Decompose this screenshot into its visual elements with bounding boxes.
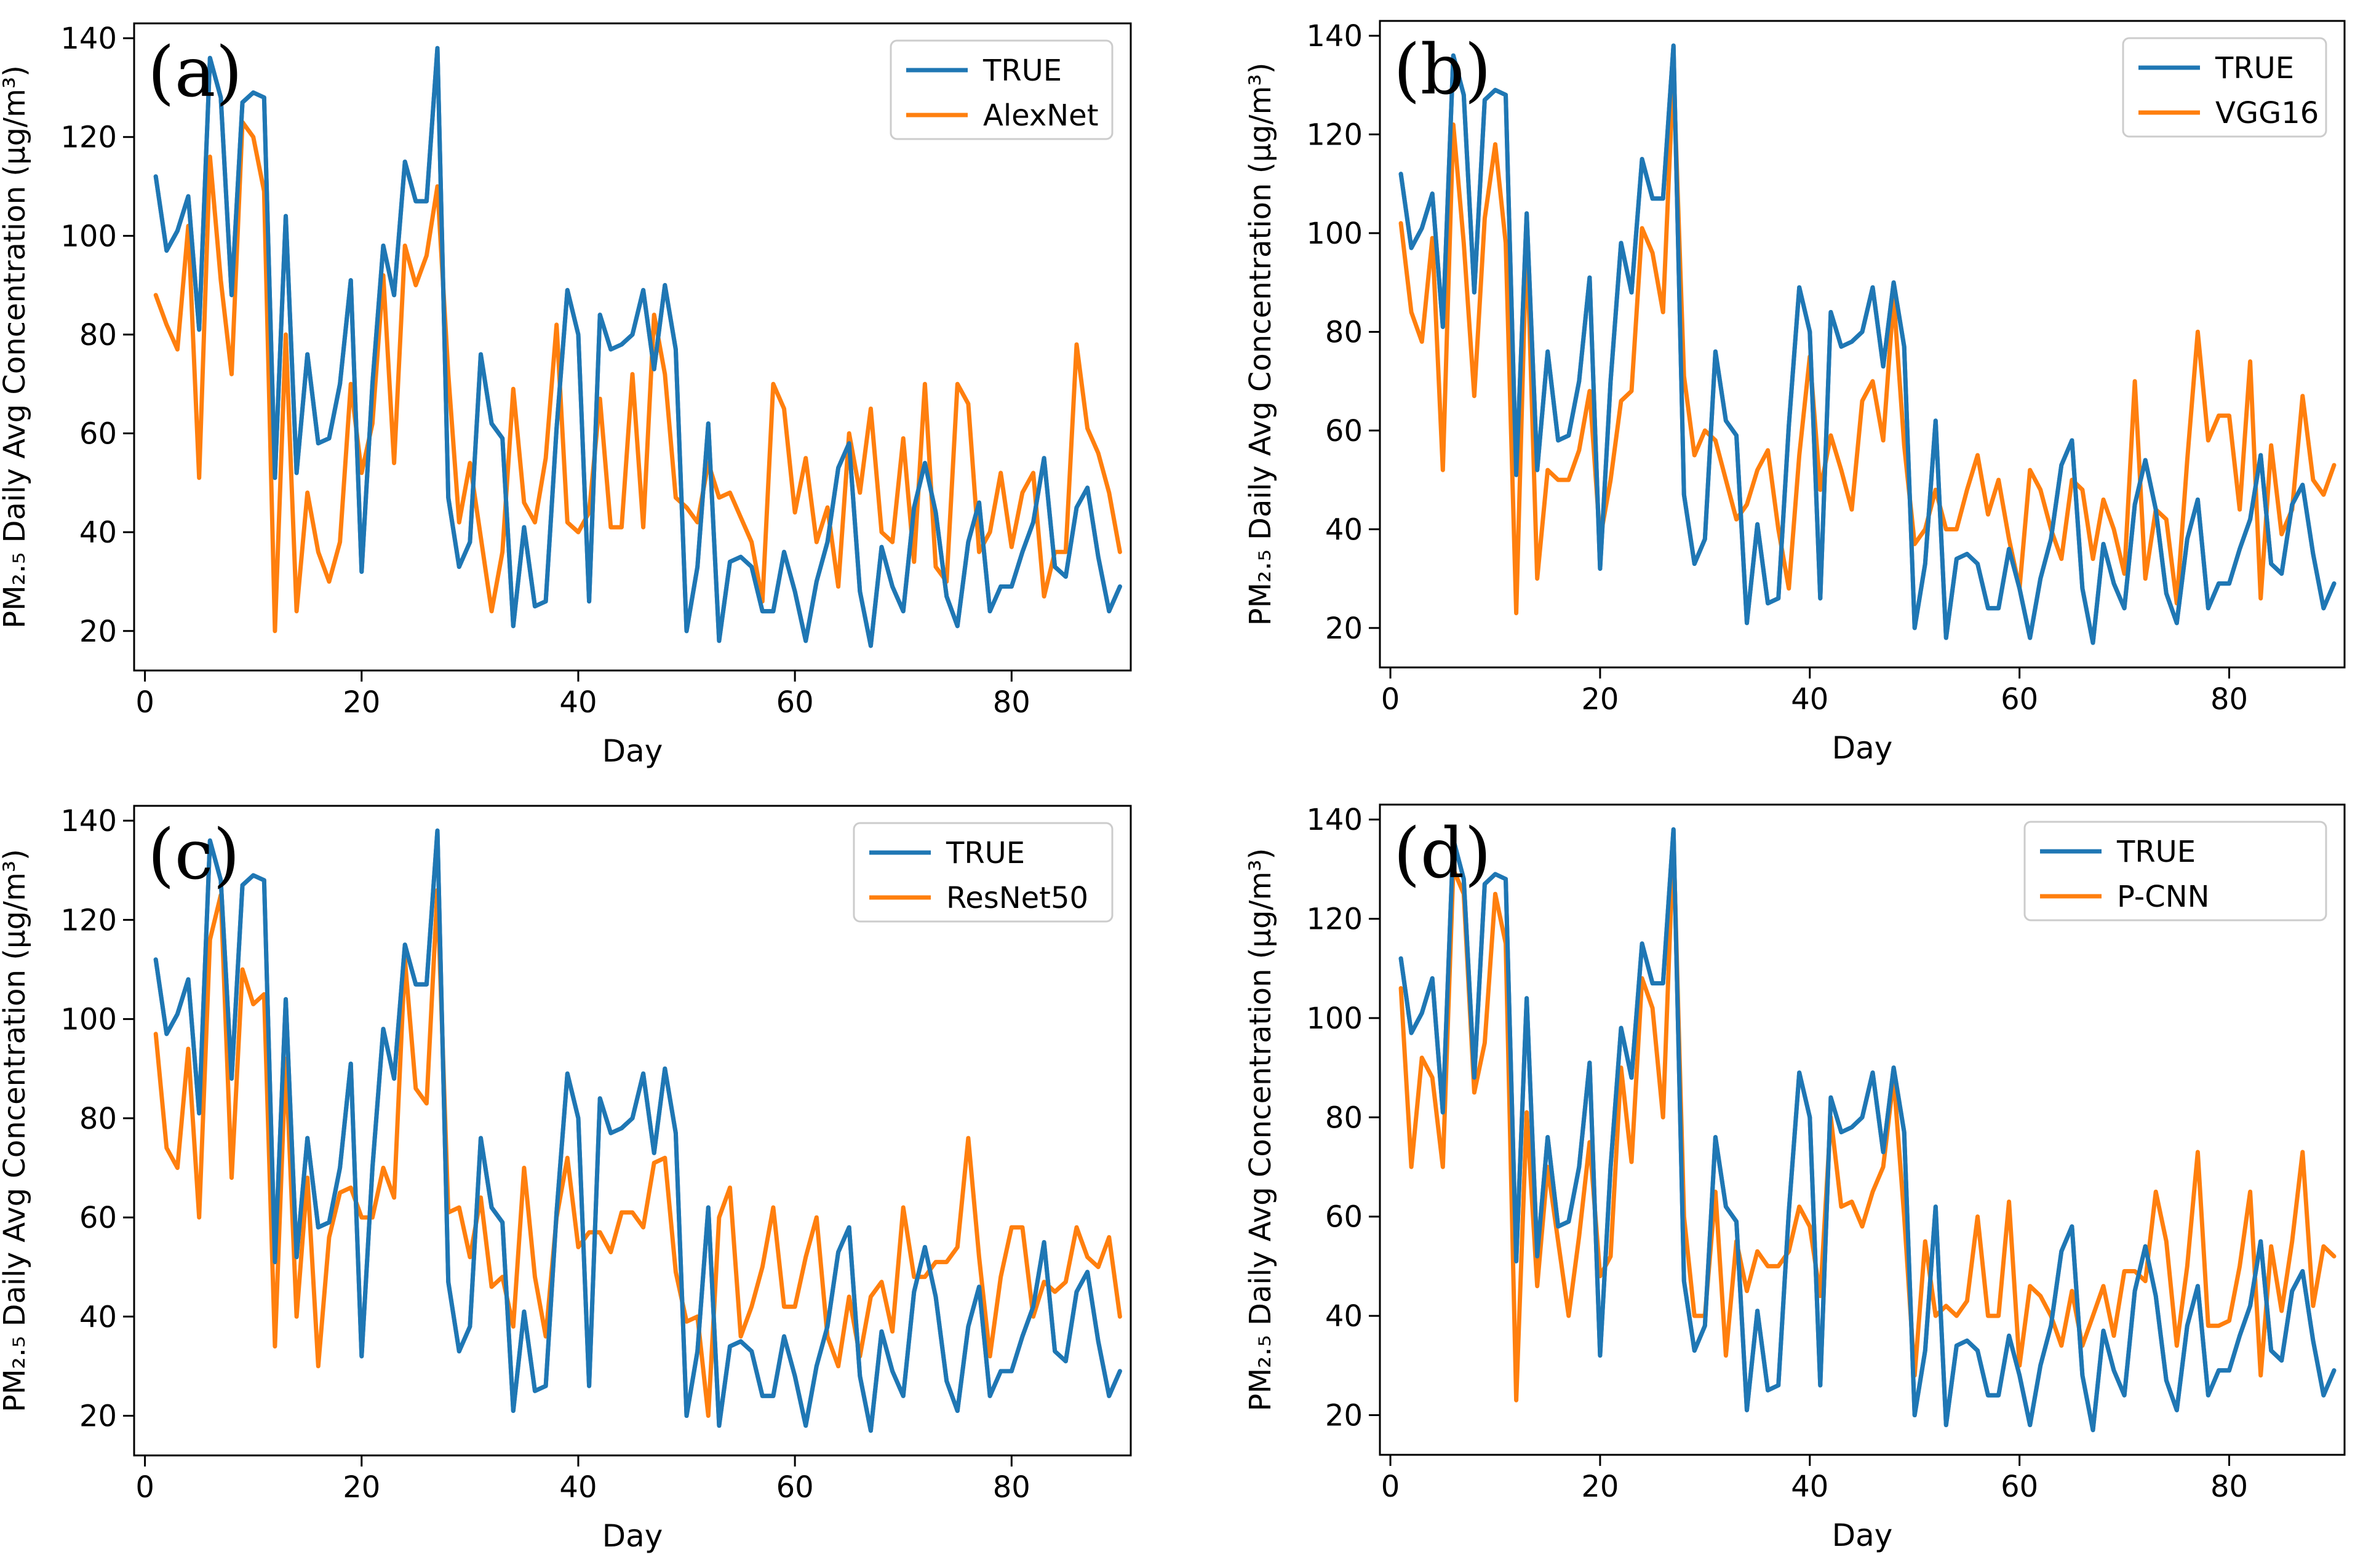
x-tick-label: 40 [559,685,597,720]
series-line-resnet50-1 [153,888,1122,1418]
x-tick-label: 0 [1381,1470,1400,1504]
x-tick-label: 0 [135,1470,154,1505]
y-tick-label: 120 [1306,118,1363,153]
y-tick-label: 80 [1325,315,1363,349]
series-line-vgg16-1 [1398,68,2337,616]
legend: TRUE AlexNet [890,39,1114,140]
x-axis-label: Day [1832,730,1893,766]
y-axis-label: PM₂.₅ Daily Avg Concentration (μg/m³) [1243,63,1278,626]
y-tick-label: 140 [1306,19,1363,54]
panel-letter: (a) [148,33,242,113]
panel-letter: (b) [1393,30,1491,110]
axes-frame [133,805,1132,1457]
y-tick-label: 80 [1325,1100,1363,1135]
x-tick-label: 60 [776,685,814,720]
y-tick-label: 20 [79,615,117,649]
y-axis-label: PM₂.₅ Daily Avg Concentration (μg/m³) [1243,848,1278,1412]
y-tick-label: 100 [60,1003,117,1037]
series-line-alexnet-1 [153,120,1122,634]
legend: TRUE ResNet50 [853,822,1114,923]
y-tick-label: 40 [79,1300,117,1334]
chart-panel-2: 0 20 40 60 80 20 40 60 80 100 120 140 Day PM₂.₅ Daily… [0,804,1132,1554]
y-axis-label: PM₂.₅ Daily Avg Concentration (μg/m³) [0,65,32,629]
series-line-p-cnn-1 [1398,837,2337,1403]
legend: TRUE P-CNN [2023,821,2327,921]
legend-label-true: TRUE [2116,835,2196,869]
series-line-true-2 [1398,43,2337,645]
chart-panel-0: 0 20 40 60 80 20 40 60 80 100 120 140 Day PM₂.₅ Daily… [0,22,1132,769]
x-tick-label: 40 [1791,1470,1828,1504]
legend-label-resnet50: ResNet50 [946,881,1088,915]
x-tick-label: 80 [2210,682,2248,717]
y-tick-label: 100 [60,219,117,253]
x-tick-label: 80 [993,685,1030,720]
x-tick-label: 80 [993,1470,1030,1505]
x-tick-label: 0 [1381,682,1400,717]
y-tick-label: 60 [1325,1200,1363,1235]
legend: TRUE VGG16 [2122,37,2327,138]
legend-label-vgg16: VGG16 [2215,96,2319,130]
legend-label-alexnet: AlexNet [983,98,1099,133]
panel-letter: (d) [1393,814,1491,894]
series-line-true-2 [1398,827,2337,1433]
x-tick-label: 20 [343,1470,380,1505]
x-axis-label: Day [602,733,663,769]
legend-label-p-cnn: P-CNN [2117,880,2210,914]
axes-frame [133,22,1132,672]
legend-label-true: TRUE [982,54,1062,88]
y-tick-label: 60 [1325,414,1363,448]
x-tick-label: 0 [135,685,154,720]
x-axis-label: Day [602,1518,663,1554]
y-tick-label: 80 [79,318,117,352]
x-tick-label: 20 [343,685,380,720]
x-tick-label: 40 [1791,682,1828,717]
axes-frame [1379,20,2346,669]
x-tick-label: 20 [1581,682,1619,717]
y-tick-label: 100 [1306,217,1363,251]
y-tick-label: 140 [60,804,117,838]
y-tick-label: 20 [79,1399,117,1434]
series-line-true-2 [153,46,1122,648]
y-tick-label: 100 [1306,1001,1363,1036]
panel-letter: (c) [148,815,240,895]
y-tick-label: 20 [1325,1398,1363,1433]
x-tick-label: 40 [559,1470,597,1505]
y-tick-label: 120 [60,903,117,937]
y-tick-label: 60 [79,1201,117,1235]
y-tick-label: 120 [1306,902,1363,937]
legend-label-true: TRUE [946,836,1025,870]
legend-label-true: TRUE [2215,51,2294,86]
chart-panel-1: 0 20 40 60 80 20 40 60 80 100 120 140 Day PM₂.₅ Daily… [1243,19,2346,766]
y-axis-label: PM₂.₅ Daily Avg Concentration (μg/m³) [0,849,32,1412]
x-tick-label: 60 [2001,682,2038,717]
y-tick-label: 40 [1325,512,1363,547]
x-tick-label: 20 [1581,1470,1619,1504]
x-tick-label: 60 [2001,1470,2038,1504]
axes-frame [1379,803,2346,1456]
y-tick-label: 20 [1325,611,1363,646]
y-tick-label: 40 [1325,1299,1363,1334]
chart-panel-3: 0 20 40 60 80 20 40 60 80 100 120 140 Day PM₂.₅ Daily… [1243,803,2346,1553]
y-tick-label: 80 [79,1102,117,1136]
y-tick-label: 120 [60,121,117,155]
x-tick-label: 80 [2210,1470,2248,1504]
y-tick-label: 140 [60,22,117,56]
series-line-true-2 [153,828,1122,1433]
y-tick-label: 60 [79,417,117,452]
y-tick-label: 140 [1306,803,1363,837]
x-tick-label: 60 [776,1470,814,1505]
y-tick-label: 40 [79,515,117,550]
x-axis-label: Day [1832,1518,1893,1553]
